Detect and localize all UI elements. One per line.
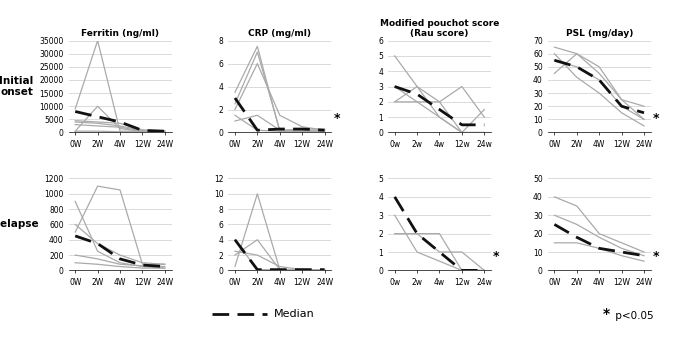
- Title: Ferritin (ng/ml): Ferritin (ng/ml): [81, 29, 159, 39]
- Title: PSL (mg/day): PSL (mg/day): [566, 29, 633, 39]
- Title: CRP (mg/ml): CRP (mg/ml): [248, 29, 311, 39]
- Text: Median: Median: [274, 309, 314, 319]
- Title: Modified pouchot score
(Rau score): Modified pouchot score (Rau score): [379, 19, 499, 39]
- Text: *: *: [653, 112, 659, 125]
- Text: p<0.05: p<0.05: [612, 311, 653, 321]
- Text: *: *: [653, 250, 659, 263]
- Text: *: *: [334, 112, 340, 125]
- Text: *: *: [603, 307, 610, 321]
- Text: *: *: [493, 250, 499, 263]
- Y-axis label: Relapse: Relapse: [0, 219, 39, 230]
- Y-axis label: Initial
onset: Initial onset: [0, 76, 34, 97]
